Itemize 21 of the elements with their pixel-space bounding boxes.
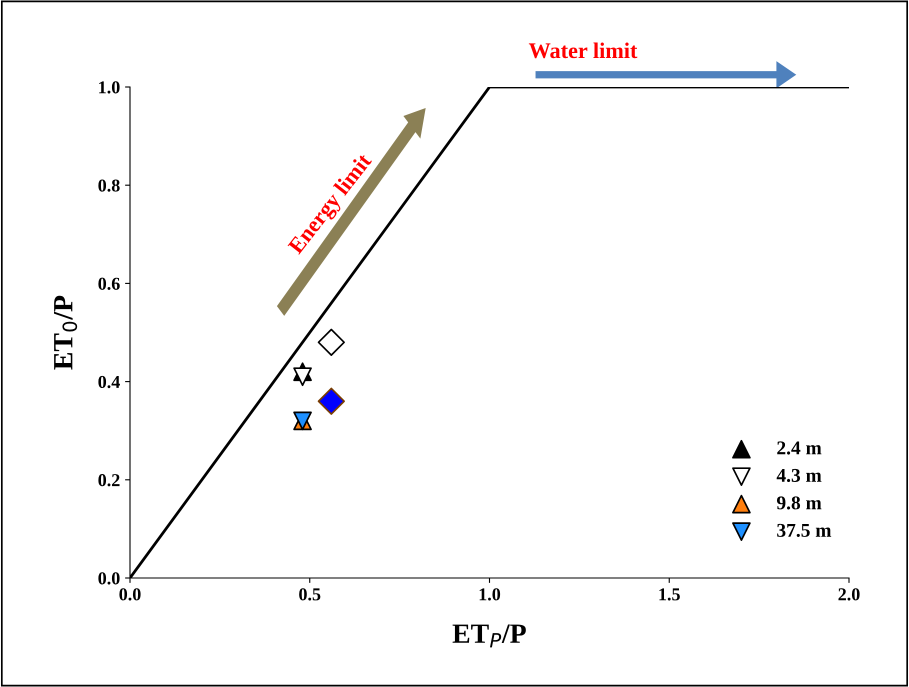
y-tick-label: 0.2 xyxy=(98,474,120,486)
y-tick-label: 1.0 xyxy=(99,81,120,94)
x-tick-label: 0.0 xyxy=(119,588,141,601)
y-axis-title: ET$_{0}$/P xyxy=(54,296,78,370)
x-tick-label: 2.0 xyxy=(838,588,860,601)
x-tick-label: 1.0 xyxy=(480,588,500,601)
legend-label: 9.8 m xyxy=(776,496,822,510)
y-tick-label: 0.4 xyxy=(98,376,120,388)
point xyxy=(318,328,345,356)
x-tick-label: 0.5 xyxy=(299,588,320,601)
x-axis-title: ET$_{P}$/P xyxy=(452,624,526,648)
x-tick-label: 1.5 xyxy=(659,588,680,601)
legend-label: 2.4 m xyxy=(777,441,822,455)
y-tick-label: 0.8 xyxy=(98,179,120,192)
point xyxy=(293,367,312,386)
legend-label: 37.5 m xyxy=(777,524,832,537)
y-tick-label: 0.6 xyxy=(98,278,120,290)
legend-label: 4.3 m xyxy=(776,468,822,482)
text: Water limit xyxy=(528,42,638,58)
y-tick-label: 0.0 xyxy=(98,572,120,585)
point xyxy=(318,388,345,415)
